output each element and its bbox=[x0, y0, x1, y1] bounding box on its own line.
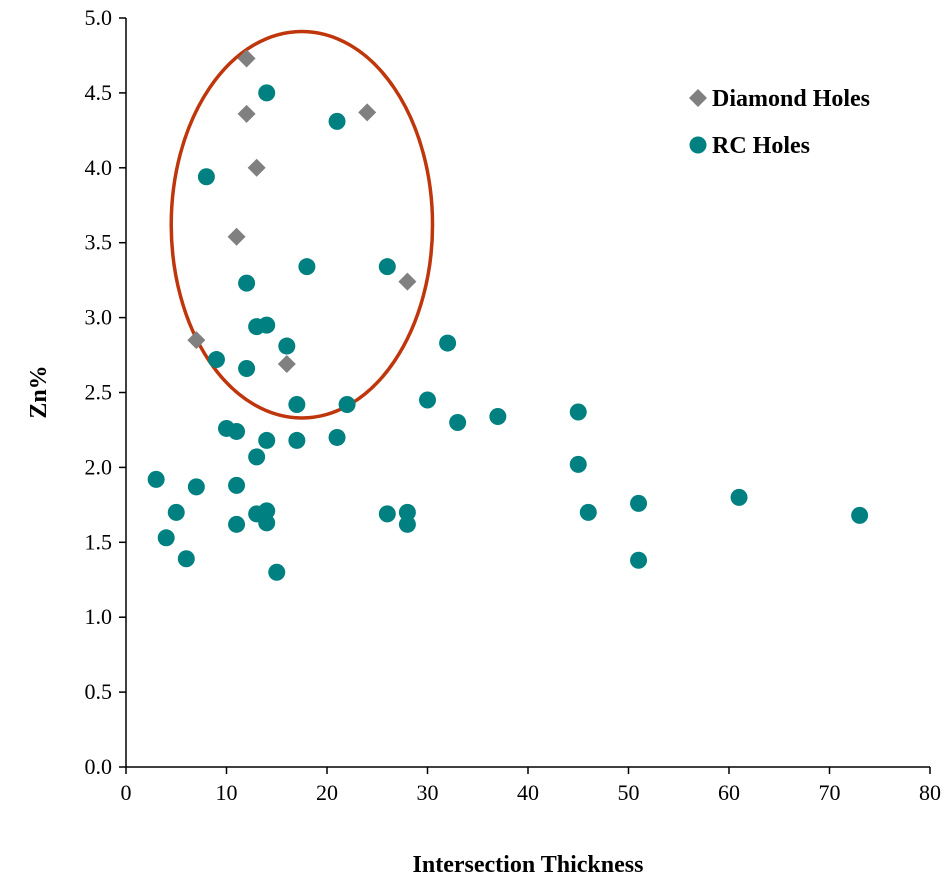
diamond-holes-point bbox=[187, 331, 206, 350]
rc-holes-point bbox=[147, 470, 165, 488]
rc-holes-point bbox=[258, 514, 276, 532]
x-tick-label: 10 bbox=[216, 780, 238, 805]
rc-holes-point bbox=[569, 455, 587, 473]
rc-holes-point bbox=[207, 351, 225, 369]
y-tick-label: 1.0 bbox=[85, 604, 113, 629]
rc-holes-point bbox=[248, 448, 266, 466]
rc-holes-point bbox=[730, 488, 748, 506]
rc-holes-point bbox=[228, 476, 246, 494]
x-axis-title: Intersection Thickness bbox=[413, 852, 644, 878]
rc-holes-point bbox=[338, 395, 356, 413]
rc-holes-point bbox=[288, 395, 306, 413]
rc-holes-point bbox=[328, 428, 346, 446]
x-tick-label: 0 bbox=[121, 780, 132, 805]
rc-holes-point bbox=[579, 503, 597, 521]
rc-holes-point bbox=[449, 413, 467, 431]
rc-holes-point bbox=[258, 431, 276, 449]
diamond-holes-point bbox=[227, 227, 246, 246]
highlight-ellipse bbox=[169, 29, 435, 420]
rc-holes-point bbox=[569, 403, 587, 421]
diamond-holes-point bbox=[358, 103, 377, 122]
legend-marker-rc-holes bbox=[689, 136, 707, 154]
data-points bbox=[147, 49, 869, 581]
rc-holes-point bbox=[228, 422, 246, 440]
rc-holes-point bbox=[167, 503, 185, 521]
diamond-holes-point bbox=[398, 272, 417, 291]
rc-holes-point bbox=[238, 360, 256, 378]
legend-marker-diamond-holes bbox=[689, 89, 707, 107]
y-tick-label: 3.5 bbox=[85, 230, 113, 255]
rc-holes-point bbox=[278, 337, 296, 355]
rc-holes-point bbox=[157, 529, 175, 547]
legend-label-diamond-holes: Diamond Holes bbox=[712, 86, 870, 112]
y-tick-label: 0.0 bbox=[85, 754, 113, 779]
y-tick-label: 4.0 bbox=[85, 155, 113, 180]
rc-holes-point bbox=[378, 258, 396, 276]
legend: Diamond Holes RC Holes bbox=[689, 86, 870, 159]
rc-holes-point bbox=[197, 168, 215, 186]
y-tick-label: 2.0 bbox=[85, 454, 113, 479]
rc-holes-point bbox=[177, 550, 195, 568]
x-tick-label: 70 bbox=[819, 780, 841, 805]
rc-holes-point bbox=[258, 84, 276, 102]
rc-holes-point bbox=[328, 112, 346, 130]
rc-holes-point bbox=[238, 274, 256, 292]
rc-holes-point bbox=[288, 431, 306, 449]
x-tick-label: 20 bbox=[316, 780, 338, 805]
rc-holes-point bbox=[378, 505, 396, 523]
y-tick-label: 1.5 bbox=[85, 529, 113, 554]
x-tick-label: 80 bbox=[919, 780, 941, 805]
axes: 0.0 0.5 1.0 1.5 2.0 2.5 3.0 3.5 4.0 4.5 5.0 0 10 20 30… bbox=[85, 5, 942, 805]
x-tick-label: 30 bbox=[417, 780, 439, 805]
rc-holes-point bbox=[187, 478, 205, 496]
rc-holes-point bbox=[228, 515, 246, 533]
x-tick-label: 60 bbox=[718, 780, 740, 805]
y-tick-label: 2.5 bbox=[85, 380, 113, 405]
diamond-holes-point bbox=[237, 49, 256, 68]
rc-holes-point bbox=[258, 316, 276, 334]
y-axis-title: Zn% bbox=[26, 365, 52, 418]
rc-holes-point bbox=[398, 503, 416, 521]
rc-holes-point bbox=[298, 258, 316, 276]
rc-holes-point bbox=[268, 563, 286, 581]
y-tick-label: 0.5 bbox=[85, 679, 113, 704]
rc-holes-point bbox=[630, 494, 648, 512]
annotations bbox=[169, 29, 435, 420]
rc-holes-point bbox=[851, 506, 869, 524]
rc-holes-point bbox=[419, 391, 436, 409]
diamond-holes-point bbox=[277, 355, 296, 374]
rc-holes-point bbox=[630, 551, 648, 569]
y-tick-label: 5.0 bbox=[85, 5, 113, 30]
rc-holes-point bbox=[489, 407, 507, 425]
legend-label-rc-holes: RC Holes bbox=[712, 133, 810, 159]
y-tick-label: 3.0 bbox=[85, 305, 113, 330]
rc-holes-point bbox=[439, 334, 457, 352]
rc-holes-point bbox=[398, 515, 416, 533]
y-tick-label: 4.5 bbox=[85, 80, 113, 105]
diamond-holes-point bbox=[247, 158, 266, 177]
diamond-holes-point bbox=[237, 104, 256, 123]
x-tick-label: 40 bbox=[517, 780, 539, 805]
x-tick-label: 50 bbox=[618, 780, 640, 805]
